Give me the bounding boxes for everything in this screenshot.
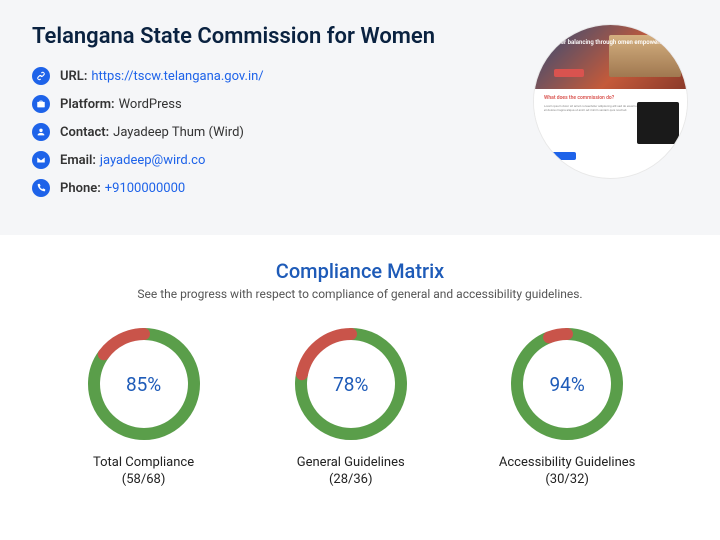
email-link[interactable]: jayadeep@wird.co: [100, 153, 206, 168]
chart-fraction: (58/68): [122, 472, 166, 487]
compliance-section: Compliance Matrix See the progress with …: [0, 235, 720, 505]
thumb-heading: What does the commission do?: [544, 95, 677, 101]
charts-row: 85% Total Compliance (58/68) 78% General…: [32, 325, 688, 487]
header-section: Telangana State Commission for Women URL…: [0, 0, 720, 235]
donut-percent: 85%: [85, 325, 203, 443]
donut-percent: 78%: [292, 325, 410, 443]
info-platform: Platform: WordPress: [32, 95, 533, 113]
header-info: Telangana State Commission for Women URL…: [32, 24, 533, 207]
compliance-title: Compliance Matrix: [32, 259, 688, 283]
site-thumbnail: nder balancing through omen empowerment …: [533, 24, 688, 179]
chart-fraction: (30/32): [545, 472, 589, 487]
phone-icon: [32, 179, 50, 197]
donut-chart: 85%: [85, 325, 203, 443]
chart-label: Total Compliance: [93, 455, 194, 470]
thumb-hero-text: nder balancing through omen empowerment: [554, 39, 673, 46]
chart-label: Accessibility Guidelines: [499, 455, 636, 470]
platform-value: WordPress: [119, 97, 182, 112]
briefcase-icon: [32, 95, 50, 113]
mail-icon: [32, 151, 50, 169]
email-label: Email:: [60, 153, 96, 168]
platform-label: Platform:: [60, 97, 115, 112]
contact-label: Contact:: [60, 125, 109, 140]
donut-chart: 94%: [508, 325, 626, 443]
compliance-chart: 78% General Guidelines (28/36): [292, 325, 410, 487]
donut-chart: 78%: [292, 325, 410, 443]
link-icon: [32, 67, 50, 85]
url-link[interactable]: https://tscw.telangana.gov.in/: [91, 69, 263, 84]
user-icon: [32, 123, 50, 141]
compliance-subtitle: See the progress with respect to complia…: [32, 287, 688, 301]
chart-label: General Guidelines: [297, 455, 405, 470]
compliance-chart: 85% Total Compliance (58/68): [85, 325, 203, 487]
phone-link[interactable]: +9100000000: [105, 181, 185, 196]
chart-fraction: (28/36): [329, 472, 373, 487]
compliance-chart: 94% Accessibility Guidelines (30/32): [499, 325, 636, 487]
donut-percent: 94%: [508, 325, 626, 443]
info-contact: Contact: Jayadeep Thum (Wird): [32, 123, 533, 141]
page-title: Telangana State Commission for Women: [32, 24, 533, 49]
info-url: URL: https://tscw.telangana.gov.in/: [32, 67, 533, 85]
info-email: Email: jayadeep@wird.co: [32, 151, 533, 169]
phone-label: Phone:: [60, 181, 101, 196]
contact-value: Jayadeep Thum (Wird): [113, 125, 244, 140]
info-phone: Phone: +9100000000: [32, 179, 533, 197]
url-label: URL:: [60, 69, 87, 84]
